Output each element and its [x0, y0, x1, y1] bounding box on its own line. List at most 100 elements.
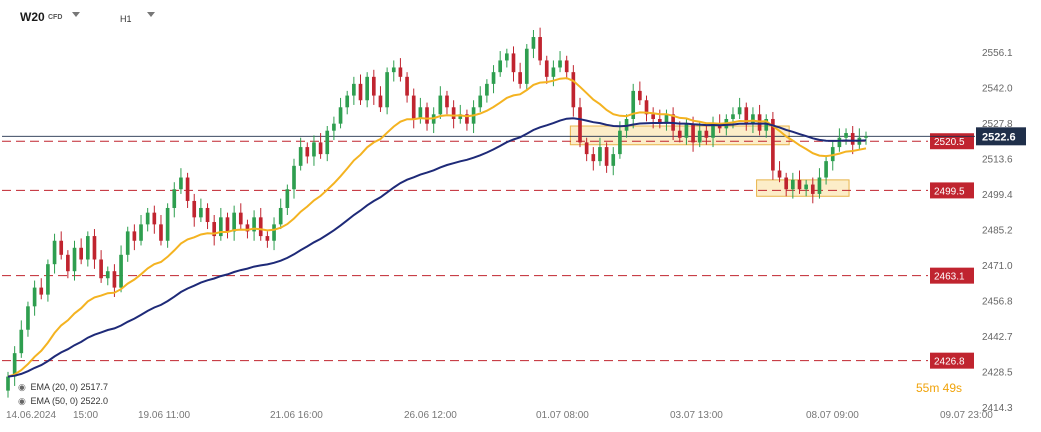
candle-body: [145, 212, 150, 225]
candle-body: [252, 217, 256, 232]
candle-body: [711, 123, 715, 138]
candle-body: [165, 207, 170, 241]
candle-body: [684, 123, 689, 138]
candle-body: [6, 376, 10, 391]
candle-body: [85, 236, 90, 260]
level-label: 2463.1: [934, 272, 965, 283]
indicator-legend: ◉ EMA (20, 0) 2517.7 ◉ EMA (50, 0) 2522.…: [18, 380, 108, 408]
candle-body: [298, 147, 303, 166]
candle-body: [365, 76, 369, 101]
candle-body: [105, 271, 110, 279]
timeframe-label[interactable]: H1: [120, 14, 132, 24]
candle-body: [451, 107, 456, 119]
candle-body: [205, 207, 210, 223]
candle-body: [132, 231, 137, 241]
candle-body: [704, 130, 709, 138]
candle-body: [638, 90, 642, 101]
eye-icon[interactable]: ◉: [18, 396, 26, 406]
candle-body: [677, 130, 682, 138]
candle-body: [830, 147, 835, 162]
candle-body: [524, 48, 529, 84]
candle-body: [265, 236, 270, 241]
timeframe-dropdown-icon[interactable]: [147, 12, 155, 17]
x-tick-label: 21.06 16:00: [270, 410, 323, 421]
candle-body: [318, 142, 323, 155]
candle-body: [112, 271, 117, 288]
candle-body: [478, 95, 483, 108]
symbol-dropdown-icon[interactable]: [72, 12, 80, 17]
candle-body: [784, 177, 789, 190]
level-label-box: [930, 267, 974, 284]
y-tick-label: 2456.8: [982, 297, 1013, 308]
candle-body: [458, 114, 463, 119]
y-tick-label: 2428.5: [982, 368, 1013, 379]
candle-body: [371, 76, 376, 96]
x-tick-label: 09.07 23:00: [940, 410, 993, 421]
candle-body: [66, 254, 70, 272]
candle-body: [245, 224, 250, 232]
candle-body: [485, 83, 489, 96]
candle-body: [338, 107, 343, 124]
candle-body: [751, 114, 755, 124]
candle-body: [518, 72, 522, 84]
candle-body: [445, 95, 449, 108]
candle-countdown: 55m 49s: [916, 381, 963, 395]
ema20-line: [7, 77, 867, 378]
candle-body: [139, 224, 143, 241]
candle-body: [777, 170, 782, 178]
level-label-box: [930, 133, 974, 150]
candle-body: [12, 353, 17, 377]
candle-body: [498, 60, 503, 73]
candle-body: [771, 118, 775, 171]
candle-body: [598, 147, 602, 162]
legend-label: EMA (50, 0) 2522.0: [30, 396, 109, 406]
candle-body: [159, 224, 163, 241]
candle-body: [99, 259, 103, 279]
candle-body: [850, 133, 855, 145]
candle-body: [352, 83, 356, 96]
y-tick-label: 2442.7: [982, 332, 1013, 343]
x-tick-label: 08.07 09:00: [806, 410, 859, 421]
instrument-type-label: CFD: [48, 14, 63, 21]
legend-item-ema50[interactable]: ◉ EMA (50, 0) 2522.0: [18, 394, 108, 408]
candle-body: [278, 207, 283, 225]
candle-body: [764, 118, 769, 131]
candle-body: [564, 60, 569, 73]
price-axis: [975, 0, 1041, 432]
candle-body: [618, 130, 622, 155]
candle-body: [119, 254, 123, 288]
chart-header: W20 CFD H1: [0, 0, 300, 36]
candle-body: [152, 212, 157, 225]
candle-body: [418, 107, 423, 119]
x-tick-label: 26.06 12:00: [404, 410, 457, 421]
candle-body: [199, 207, 203, 218]
y-tick-label: 2414.3: [982, 403, 1013, 414]
candle-body: [697, 130, 702, 143]
y-tick-label: 2513.6: [982, 155, 1013, 166]
candle-body: [79, 247, 83, 260]
current-price-box: [976, 127, 1026, 146]
y-tick-label: 2527.8: [982, 119, 1013, 130]
eye-icon[interactable]: ◉: [18, 382, 26, 392]
level-label: 2426.8: [934, 357, 965, 368]
candle-body: [438, 95, 443, 115]
candles: [6, 27, 868, 398]
legend-item-ema20[interactable]: ◉ EMA (20, 0) 2517.7: [18, 380, 108, 394]
y-tick-label: 2471.0: [982, 261, 1013, 272]
symbol-label[interactable]: W20: [20, 10, 45, 24]
candle-body: [225, 217, 230, 232]
candle-body: [92, 236, 97, 260]
candle-body: [744, 107, 749, 124]
candle-body: [558, 60, 562, 68]
candle-body: [285, 189, 290, 208]
candle-body: [46, 264, 50, 295]
candle-body: [804, 184, 808, 190]
candle-body: [837, 137, 842, 148]
candle-body: [385, 72, 389, 108]
candle-body: [292, 165, 296, 190]
candle-body: [544, 60, 549, 77]
candle-body: [172, 189, 177, 208]
level-label: 2499.5: [934, 186, 965, 197]
